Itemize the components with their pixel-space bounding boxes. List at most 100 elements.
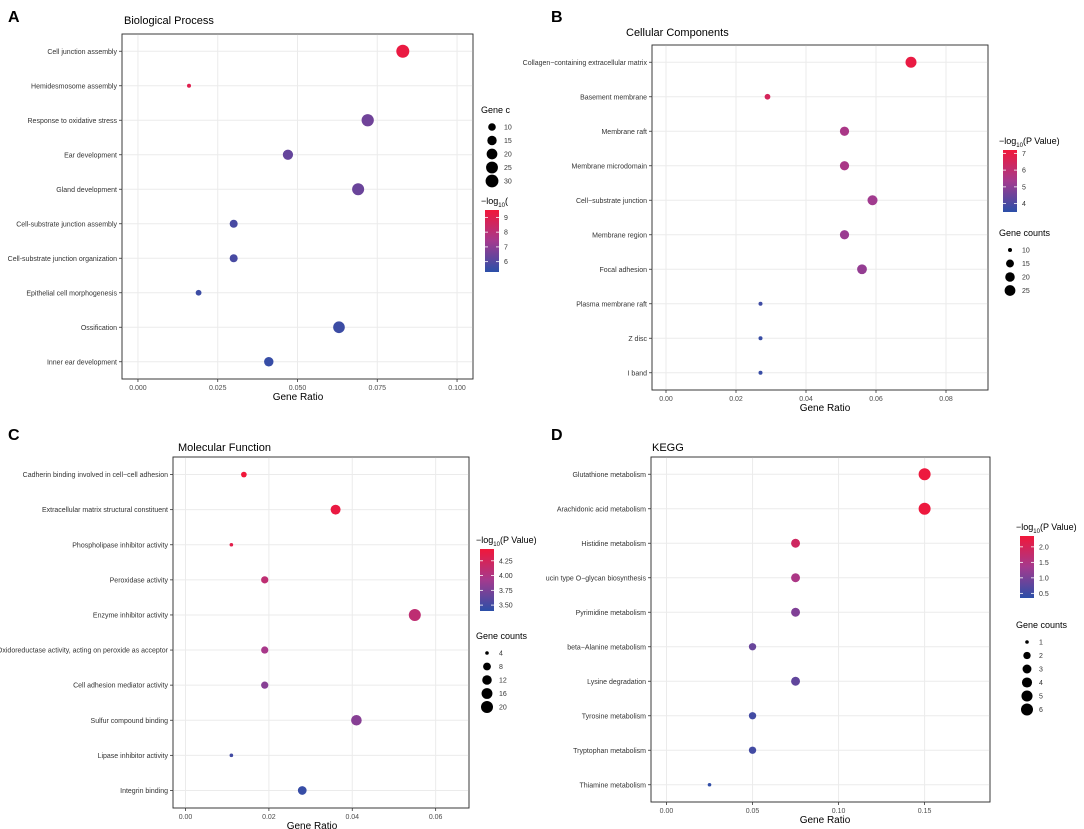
data-point <box>229 254 238 263</box>
data-point <box>791 538 801 548</box>
y-tick-label: Pyrimidine metabolism <box>576 610 647 617</box>
size-legend: Gene counts 10 15 20 25 <box>999 228 1051 296</box>
size-legend-title: Gene counts <box>1016 620 1068 630</box>
data-point <box>748 643 757 651</box>
data-point <box>758 370 763 375</box>
data-point <box>791 676 801 686</box>
x-axis-label: Gene Ratio <box>800 815 851 826</box>
y-tick-label: Histidine metabolism <box>581 541 646 548</box>
colorbar-tick-label: 4.25 <box>499 558 513 565</box>
size-legend-key <box>1025 640 1029 644</box>
data-point <box>333 321 345 334</box>
x-tick-label: 0.050 <box>289 385 307 392</box>
x-tick-label: 0.00 <box>660 808 674 815</box>
size-legend-label: 20 <box>499 705 507 712</box>
data-point <box>748 712 757 720</box>
size-legend-key <box>1006 259 1014 268</box>
x-tick-label: 0.00 <box>179 814 193 821</box>
size-legend-label: 10 <box>1022 248 1030 255</box>
size-legend-label: 4 <box>1039 680 1043 687</box>
y-tick-label: Focal adhesion <box>600 267 648 274</box>
size-legend-label: 15 <box>504 138 512 145</box>
size-legend-key <box>487 135 497 146</box>
y-tick-label: Collagen−containing extracellular matrix <box>523 60 648 67</box>
data-point <box>707 782 712 787</box>
size-legend-label: 25 <box>1022 288 1030 295</box>
colorbar-tick-label: 1.0 <box>1039 575 1049 582</box>
y-tick-label: Sulfur compound binding <box>91 718 169 725</box>
size-legend-key <box>486 161 498 174</box>
y-tick-label: Membrane region <box>592 232 647 239</box>
size-legend-key <box>1005 272 1015 282</box>
size-legend-label: 20 <box>1022 275 1030 282</box>
chart-title: Cellular Components <box>626 27 729 39</box>
panel-c: C Molecular Function Cadherin binding invo… <box>0 427 537 829</box>
data-point <box>396 44 410 58</box>
panel-letter: A <box>8 9 20 26</box>
x-tick-label: 0.02 <box>262 814 276 821</box>
y-tick-label: Oxidoreductase activity, acting on perox… <box>0 648 169 655</box>
x-tick-label: 0.025 <box>209 385 227 392</box>
chart-title: Molecular Function <box>178 442 271 454</box>
y-tick-label: Plasma membrane raft <box>576 301 647 308</box>
color-legend: −log10(P Value) 3.50 3.75 4.00 4.25 <box>476 535 537 611</box>
color-legend-title: −log10(P Value) <box>999 136 1060 149</box>
data-point <box>330 504 341 515</box>
colorbar <box>1003 150 1017 212</box>
x-tick-label: 0.04 <box>799 396 813 403</box>
y-tick-label: I band <box>628 370 648 377</box>
y-tick-label: Peroxidase activity <box>110 577 169 584</box>
colorbar-tick-label: 9 <box>504 215 508 222</box>
size-legend-key <box>488 123 496 131</box>
y-tick-label: Cell adhesion mediator activity <box>73 683 168 690</box>
x-tick-label: 0.000 <box>129 385 147 392</box>
x-tick-label: 0.00 <box>659 396 673 403</box>
color-legend: −log10(6 7 8 9 <box>481 196 508 272</box>
x-tick-label: 0.06 <box>869 396 883 403</box>
panel-b: B Cellular Components Collagen−containing … <box>523 9 1060 414</box>
y-tick-label: Cadherin binding involved in cell−cell a… <box>23 472 168 479</box>
colorbar <box>485 210 499 272</box>
data-point <box>264 357 274 367</box>
data-point <box>857 264 867 275</box>
size-legend-label: 16 <box>499 691 507 698</box>
chart-title: Biological Process <box>124 15 214 27</box>
colorbar <box>1020 536 1034 598</box>
y-tick-label: Membrane microdomain <box>572 163 648 170</box>
data-point <box>918 502 931 515</box>
data-point <box>229 542 234 547</box>
size-legend-label: 5 <box>1039 694 1043 701</box>
size-legend-key <box>1021 677 1033 688</box>
size-legend-key <box>1004 285 1016 296</box>
colorbar-tick-label: 6 <box>1022 168 1026 175</box>
size-legend-key <box>481 701 493 713</box>
data-point <box>229 753 234 758</box>
y-tick-label: Lysine degradation <box>587 679 646 686</box>
plot-border <box>172 456 470 809</box>
colorbar-tick-label: 0.5 <box>1039 591 1049 598</box>
x-tick-label: 0.075 <box>369 385 387 392</box>
size-legend-label: 25 <box>504 165 512 172</box>
colorbar-tick-label: 2.0 <box>1039 544 1049 551</box>
data-point <box>918 468 931 481</box>
color-legend-title: −log10(P Value) <box>476 535 537 548</box>
data-point <box>352 183 365 196</box>
color-legend: −log10(P Value) 0.5 1.0 1.5 2.0 <box>1016 522 1077 598</box>
y-tick-label: Ossification <box>81 325 117 332</box>
size-legend-key <box>486 148 498 160</box>
data-point <box>867 195 878 206</box>
size-legend-key <box>485 174 499 188</box>
y-tick-label: ucin type O−glycan biosynthesis <box>546 575 647 582</box>
size-legend-label: 8 <box>499 664 503 671</box>
data-point <box>282 149 294 160</box>
x-tick-label: 0.10 <box>832 808 846 815</box>
y-tick-label: Extracellular matrix structural constitu… <box>42 507 168 514</box>
y-tick-label: beta−Alanine metabolism <box>567 644 646 651</box>
size-legend-key <box>1021 690 1033 702</box>
x-tick-label: 0.08 <box>939 396 953 403</box>
y-tick-label: Z disc <box>628 336 647 343</box>
y-tick-label: Hemidesmosome assembly <box>31 83 117 90</box>
y-tick-label: Arachidonic acid metabolism <box>557 506 646 513</box>
size-legend-label: 30 <box>504 179 512 186</box>
